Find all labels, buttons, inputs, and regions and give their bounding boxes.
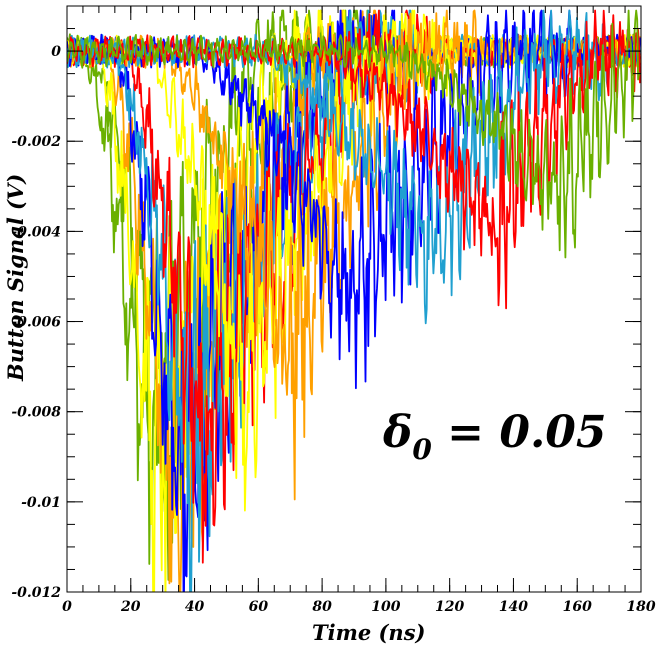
x-tick-label: 80 xyxy=(312,599,332,615)
annotation-symbol: δ xyxy=(382,407,412,458)
x-tick-label: 180 xyxy=(626,599,655,615)
y-axis-title: Button Signal (V) xyxy=(3,174,28,382)
x-tick-label: 100 xyxy=(371,599,400,615)
delta-annotation: δ0 = 0.05 xyxy=(382,407,607,466)
x-axis-title: Time (ns) xyxy=(312,620,425,645)
x-tick-label: 20 xyxy=(120,599,141,615)
signal-trace-12 xyxy=(67,9,641,310)
x-tick-label: 0 xyxy=(62,599,72,615)
x-tick-label: 60 xyxy=(249,599,269,615)
series-layer xyxy=(67,9,641,592)
x-tick-label: 140 xyxy=(499,599,528,615)
signal-trace-13 xyxy=(67,9,641,259)
y-tick-label: -0.01 xyxy=(21,495,61,511)
x-tick-label: 40 xyxy=(185,599,205,615)
x-tick-label: 120 xyxy=(435,599,464,615)
annotation-subscript: 0 xyxy=(412,433,432,466)
y-tick-label: -0.012 xyxy=(11,585,61,601)
x-tick-label: 160 xyxy=(563,599,592,615)
ticks-layer xyxy=(66,5,642,593)
y-tick-label: -0.004 xyxy=(11,224,61,240)
tick-labels-layer: 0 20 40 60 80 100 120 140 160 180 0 -0.002 -0.004 -0.… xyxy=(11,44,656,615)
y-tick-label: 0 xyxy=(51,44,61,60)
annotation-value: = 0.05 xyxy=(432,407,607,458)
y-tick-label: -0.008 xyxy=(11,405,61,421)
y-tick-label: -0.002 xyxy=(11,134,61,150)
y-tick-label: -0.006 xyxy=(11,315,61,331)
